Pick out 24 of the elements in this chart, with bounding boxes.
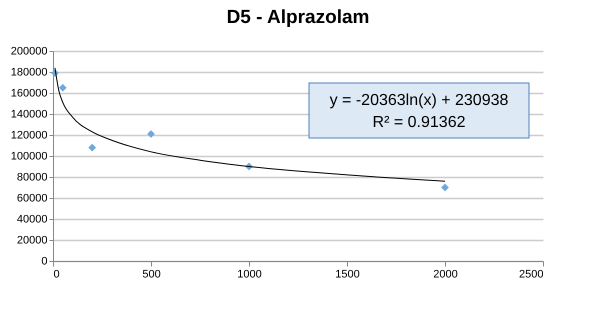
- y-tick-label: 80000: [16, 172, 48, 184]
- point: [441, 184, 449, 192]
- y-tick-label: 40000: [16, 214, 48, 226]
- y-tick-label: 160000: [10, 88, 48, 100]
- point: [147, 130, 155, 138]
- y-tick-label: 120000: [10, 130, 48, 142]
- y-tick-label: 100000: [10, 150, 48, 162]
- y-tick-label: 60000: [16, 192, 48, 204]
- y-tick-label: 20000: [16, 234, 48, 246]
- y-tick-label: 180000: [10, 66, 48, 78]
- point: [88, 144, 96, 152]
- chart-title: D5 - Alprazolam: [226, 7, 370, 28]
- y-tick-label: 140000: [10, 108, 48, 120]
- y-tick-label: 200000: [10, 46, 48, 58]
- x-tick-label: 0: [54, 268, 60, 280]
- x-tick-label: 1500: [335, 268, 360, 280]
- annotation: R² = 0.91362: [372, 114, 466, 131]
- point: [58, 84, 67, 92]
- x-tick-label: 500: [142, 268, 161, 280]
- y-tick-label: 0: [41, 256, 48, 268]
- annotation: y = -20363ln(x) + 230938: [330, 92, 508, 109]
- x-tick-label: 2000: [433, 268, 458, 280]
- x-tick-label: 1000: [237, 268, 262, 280]
- x-tick-label: 2500: [519, 268, 544, 280]
